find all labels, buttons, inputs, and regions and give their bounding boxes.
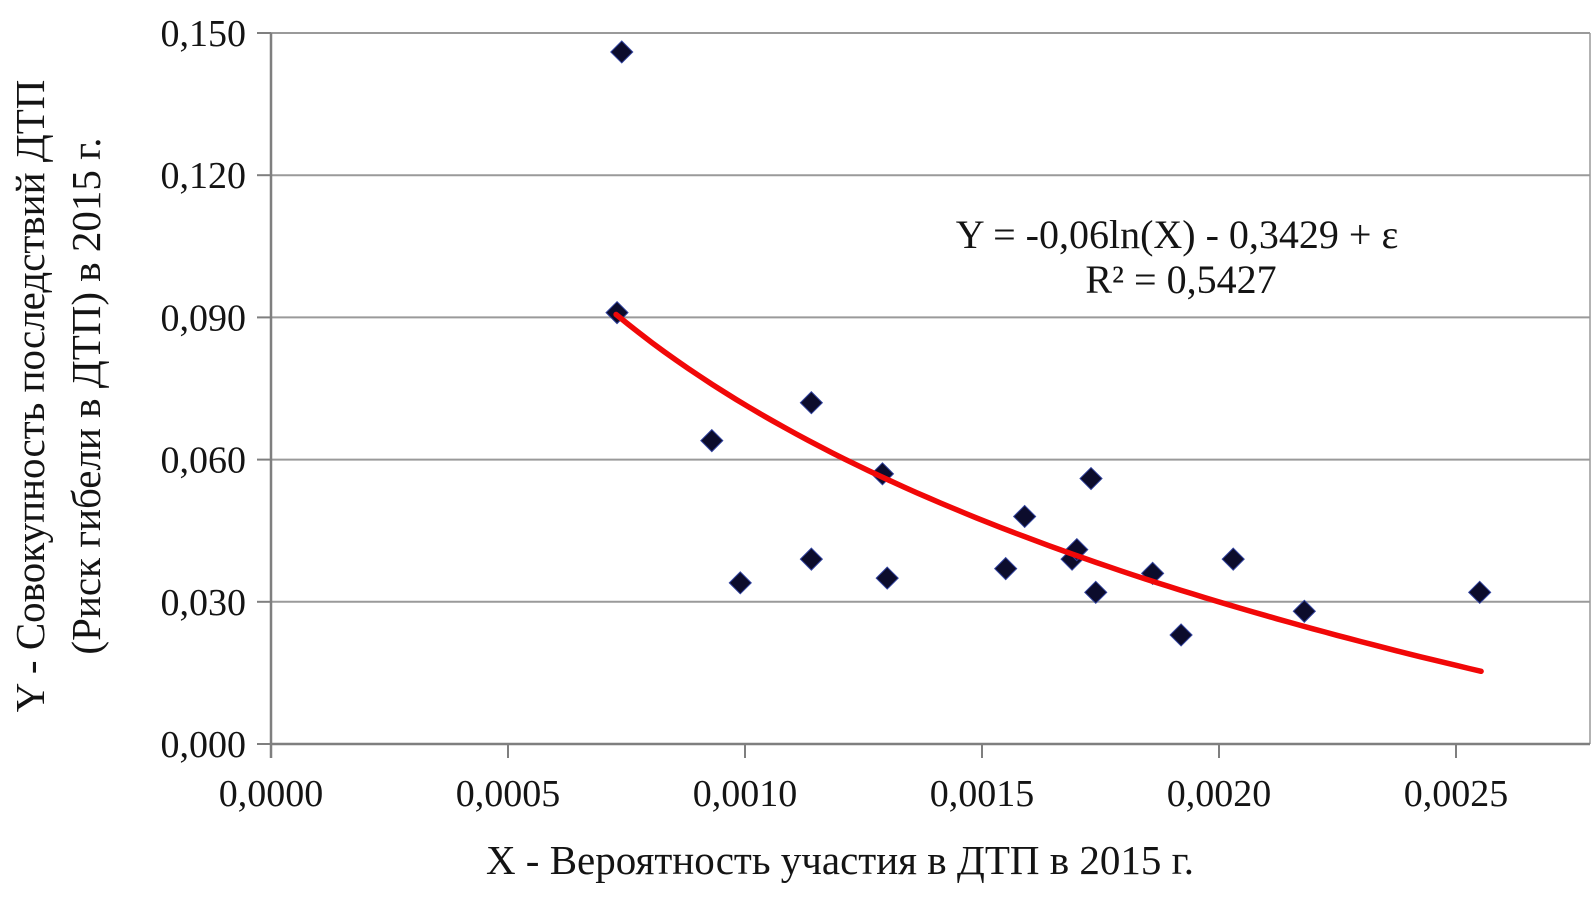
scatter-point [1292, 599, 1317, 623]
scatter-point [728, 571, 752, 595]
scatter-point [799, 391, 824, 415]
trend-line [613, 311, 1484, 675]
scatter-point [1169, 623, 1193, 647]
x-tick-label: 0,0020 [1167, 773, 1272, 815]
scatter-points-layer [605, 40, 1492, 647]
axes-layer [257, 32, 1590, 758]
y-tick-label: 0,000 [161, 724, 247, 766]
r-squared-label: R² = 0,5427 [1085, 257, 1276, 302]
x-tick-label: 0,0010 [693, 773, 798, 815]
scatter-point [1012, 504, 1037, 529]
x-tick-label: 0,0025 [1404, 773, 1509, 815]
y-tick-label: 0,030 [161, 582, 247, 624]
scatter-point [875, 566, 899, 590]
x-tick-label: 0,0015 [930, 773, 1035, 815]
scatter-point [1221, 547, 1245, 571]
scatter-point [1084, 580, 1108, 605]
scatter-point [700, 428, 724, 453]
x-tick-label: 0,0005 [456, 773, 561, 815]
tick-labels-layer: 0,000 0,030 0,060 0,090 0,120 0,150 0,0000 0,00… [161, 13, 1509, 815]
y-tick-label: 0,060 [161, 440, 247, 482]
x-axis-title: X - Вероятность участия в ДТП в 2015 г. [486, 837, 1194, 883]
y-tick-label: 0,120 [161, 155, 247, 197]
y-axis-title-line-1: Y - Совокупность последствий ДТП [7, 80, 53, 713]
trendline-layer [613, 311, 1484, 675]
y-tick-label: 0,090 [161, 297, 247, 339]
scatter-point [610, 40, 634, 64]
scatter-point [1467, 580, 1492, 605]
gridlines-layer [271, 32, 1591, 744]
equation-label: Y = -0,06ln(X) - 0,3429 + ε [956, 212, 1399, 257]
y-tick-label: 0,150 [161, 13, 247, 55]
x-tick-label: 0,0000 [219, 773, 324, 815]
scatter-point [1079, 466, 1103, 491]
scatter-point [799, 547, 824, 571]
y-axis-title-line-2: (Риск гибели в ДТП) в 2015 г. [63, 137, 109, 654]
scatter-point [993, 556, 1018, 581]
